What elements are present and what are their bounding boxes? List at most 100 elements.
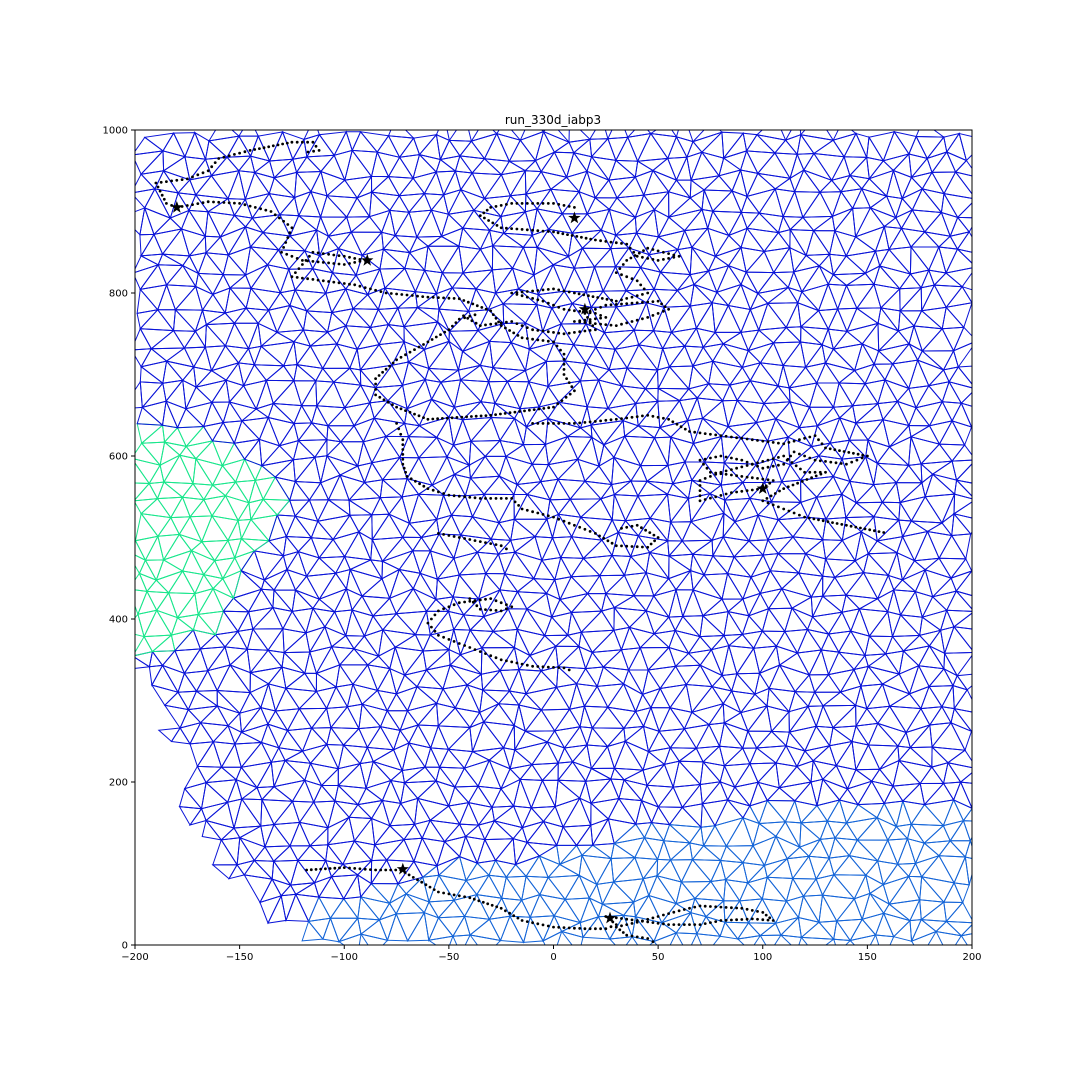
mesh-triangle <box>238 135 260 158</box>
mesh-triangle <box>263 568 289 591</box>
series-2-point <box>457 297 461 301</box>
series-6-point <box>510 202 514 205</box>
series-7-point <box>771 457 775 461</box>
mesh-triangle <box>539 876 567 901</box>
mesh-triangle <box>240 741 273 769</box>
mesh-triangle <box>819 837 836 860</box>
mesh-triangle <box>747 922 777 937</box>
mesh-triangle <box>482 721 515 749</box>
mesh-triangle <box>854 225 886 252</box>
mesh-triangle <box>220 766 243 781</box>
mesh-triangle <box>799 130 835 141</box>
mesh-triangle <box>419 549 439 580</box>
mesh-triangle <box>438 748 466 769</box>
mesh-triangle <box>898 746 934 768</box>
series-7-point <box>761 499 765 503</box>
series-7-point <box>828 447 832 451</box>
mesh-triangle <box>883 785 904 805</box>
mesh-triangle <box>326 406 355 427</box>
series-6-point <box>573 291 576 295</box>
series-2-point <box>497 320 500 324</box>
mesh-triangle <box>856 816 889 841</box>
mesh-triangle <box>440 227 464 247</box>
series-2-point <box>282 219 285 223</box>
series-7-point <box>829 460 833 464</box>
mesh-triangle <box>777 516 809 538</box>
mesh-triangle <box>284 672 318 693</box>
mesh-triangle <box>601 881 635 905</box>
series-6-point <box>578 309 582 313</box>
series-6-point <box>588 318 592 321</box>
series-2-point <box>374 288 377 292</box>
mesh-triangle <box>234 731 264 745</box>
mesh-triangle <box>656 839 672 861</box>
mesh-triangle <box>681 803 703 829</box>
series-2-point <box>520 336 524 340</box>
mesh-triangle <box>696 397 724 420</box>
series-6-point <box>510 291 514 295</box>
mesh-triangle <box>555 683 578 711</box>
series-7-point <box>820 442 824 446</box>
series-4-point <box>452 535 456 538</box>
series-2-point <box>290 226 294 230</box>
mesh-triangle <box>442 494 467 517</box>
mesh-triangle <box>437 915 466 938</box>
mesh-triangle <box>685 664 713 688</box>
mesh-triangle <box>634 388 659 405</box>
mesh-triangle <box>820 649 840 677</box>
mesh-triangle <box>311 404 329 427</box>
mesh-triangle <box>398 177 426 197</box>
series-6-point <box>557 331 561 335</box>
mesh-triangle <box>747 329 775 352</box>
series-8-point <box>646 937 650 940</box>
mesh-triangle <box>593 247 617 268</box>
series-8-point <box>703 922 707 925</box>
series-2-point <box>462 299 466 302</box>
mesh-triangle <box>554 634 581 648</box>
mesh-triangle <box>723 436 758 465</box>
series-6-point <box>660 302 663 306</box>
mesh-triangle <box>907 875 923 902</box>
mesh-triangle <box>838 417 857 442</box>
series-8-point <box>442 891 445 895</box>
mesh-triangle <box>864 363 886 385</box>
mesh-triangle <box>330 634 355 650</box>
star-marker <box>578 302 592 315</box>
series-2-point <box>523 409 526 413</box>
mesh-triangle <box>183 670 209 693</box>
series-5-point <box>468 597 472 600</box>
mesh-triangle <box>371 536 404 563</box>
mesh-triangle <box>260 682 277 712</box>
mesh-triangle <box>448 329 479 353</box>
mesh-triangle <box>594 346 616 371</box>
star-marker <box>396 862 409 875</box>
series-6-point <box>552 331 555 334</box>
series-8-point <box>588 927 592 931</box>
series-2-point <box>386 400 390 404</box>
mesh-triangle <box>603 435 626 459</box>
mesh-triangle <box>435 780 456 808</box>
series-2-point <box>562 357 566 361</box>
mesh-triangle <box>822 539 844 561</box>
series-4-point <box>473 539 477 542</box>
series-6-point <box>614 299 618 303</box>
mesh-triangle <box>648 539 670 557</box>
mesh-triangle <box>296 345 324 370</box>
series-6-point <box>667 257 670 260</box>
series-3-point <box>422 484 426 488</box>
series-8-point <box>630 934 634 938</box>
mesh-triangle <box>572 152 593 173</box>
mesh-triangle <box>589 778 620 805</box>
series-6-point <box>677 254 681 258</box>
series-6-point <box>605 297 609 301</box>
mesh-triangle <box>463 893 491 920</box>
mesh-triangle <box>790 596 814 618</box>
mesh-triangle <box>617 797 643 826</box>
mesh-triangle <box>658 419 690 438</box>
mesh-triangle <box>397 307 419 328</box>
mesh-triangle <box>735 399 765 424</box>
mesh-triangle <box>856 802 886 819</box>
mesh-triangle <box>882 419 910 448</box>
mesh-triangle <box>643 821 665 842</box>
mesh-triangle <box>416 209 443 238</box>
